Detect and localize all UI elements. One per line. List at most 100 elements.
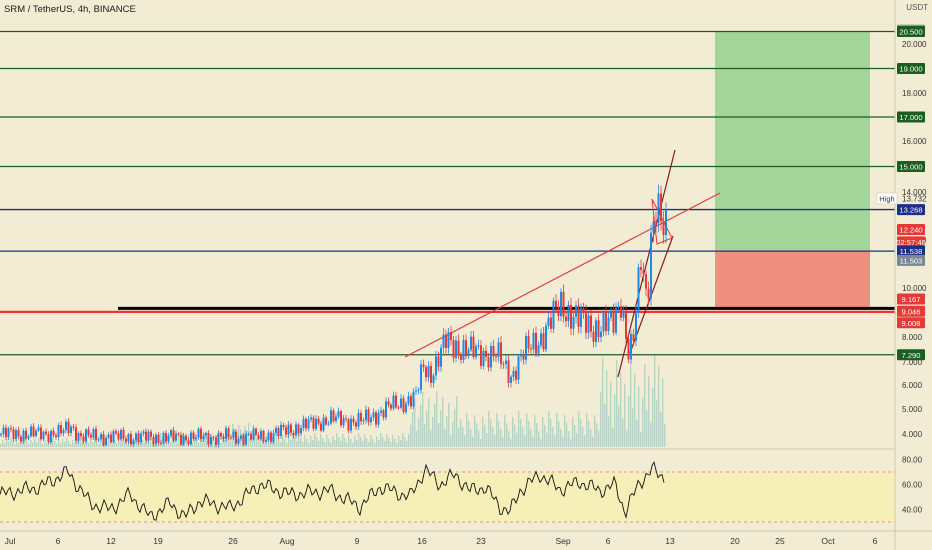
- volume-bar: [202, 440, 204, 447]
- price-tag-text: 17.000: [899, 113, 922, 122]
- candle-body: [97, 439, 100, 441]
- candle: [647, 281, 650, 306]
- price-tick-label: 20.000: [902, 40, 927, 49]
- time-tick-label: 6: [606, 536, 611, 546]
- volume-bar: [214, 442, 216, 447]
- candle-body: [50, 430, 52, 443]
- symbol-title[interactable]: SRM / TetherUS, 4h, BINANCE: [4, 4, 136, 15]
- volume-bar: [360, 437, 362, 447]
- candle-body: [592, 331, 595, 342]
- candle-body: [630, 334, 632, 360]
- candle: [290, 422, 292, 437]
- volume-bar: [146, 439, 148, 447]
- rsi-tick-label: 40.00: [902, 506, 923, 515]
- candle-body: [337, 411, 340, 417]
- candle: [367, 407, 370, 426]
- volume-bar: [110, 441, 112, 447]
- time-tick-label: 9: [355, 536, 360, 546]
- volume-bar: [648, 376, 650, 447]
- candle-body: [310, 417, 312, 420]
- price-tag-box: [897, 26, 925, 37]
- volume-bar: [630, 362, 632, 447]
- volume-bar: [534, 415, 536, 447]
- candle-body: [180, 434, 182, 445]
- candle-body: [507, 360, 510, 383]
- volume-bar: [628, 396, 630, 447]
- volume-bar: [340, 441, 342, 447]
- candle-body: [490, 345, 492, 368]
- candle: [80, 430, 82, 440]
- candle-body: [387, 401, 390, 405]
- candle-body: [562, 291, 565, 317]
- candle: [337, 407, 340, 420]
- candle: [15, 428, 17, 442]
- candle: [217, 430, 220, 448]
- candle-body: [377, 412, 380, 425]
- horizontal-levels[interactable]: [0, 30, 895, 356]
- volume-bar: [432, 417, 434, 447]
- candle-body: [127, 433, 130, 442]
- candle-body: [330, 410, 332, 424]
- price-tag: 13.268: [897, 204, 925, 216]
- candle-body: [20, 436, 22, 442]
- rsi-indicator: [0, 460, 895, 523]
- candle-body: [512, 370, 515, 377]
- volume-bar: [26, 441, 28, 447]
- stop-zone[interactable]: [715, 251, 870, 307]
- volume-bar: [186, 441, 188, 447]
- volume-bar: [80, 438, 82, 447]
- volume-bar: [14, 444, 16, 447]
- volume-bar: [576, 433, 578, 447]
- volume-bar: [316, 437, 318, 447]
- candle: [180, 431, 182, 446]
- volume-bar: [654, 354, 656, 447]
- price-tag-box: [897, 293, 925, 305]
- candle: [467, 347, 470, 359]
- time-tick-label: 19: [153, 536, 163, 546]
- target-zone[interactable]: [715, 32, 870, 251]
- candle-body: [447, 332, 450, 349]
- candle: [295, 421, 297, 439]
- volume-bar: [252, 441, 254, 447]
- candle-body: [200, 428, 202, 440]
- volume-bar: [436, 391, 438, 447]
- price-tag-box: [897, 245, 925, 257]
- candle-body: [137, 433, 140, 443]
- time-axis[interactable]: Jul 6 12 19 26 Aug 9 16 23 Sep 6 13 20 25 Oct 6: [5, 536, 878, 546]
- volume-bar: [0, 444, 2, 447]
- volume-bar: [164, 441, 166, 447]
- candle-body: [570, 304, 572, 329]
- candle-body: [195, 437, 197, 440]
- candle: [612, 303, 615, 336]
- volume-bar: [234, 428, 236, 447]
- candle: [305, 417, 307, 432]
- candle: [577, 298, 580, 334]
- volume-bar: [438, 423, 440, 447]
- candle-body: [250, 433, 252, 440]
- candle: [395, 392, 397, 410]
- candle: [322, 413, 325, 433]
- candle-body: [15, 430, 17, 440]
- candle: [167, 432, 170, 444]
- volume-bar: [220, 443, 222, 447]
- volume-bar: [560, 429, 562, 447]
- price-tag: 20.500: [897, 26, 925, 37]
- volume-bar: [430, 430, 432, 447]
- candle: [20, 434, 22, 444]
- candle-body: [222, 436, 225, 439]
- volume-bar: [570, 439, 572, 447]
- volume-bar: [572, 417, 574, 447]
- volume-bar: [470, 429, 472, 447]
- volume-bar: [354, 436, 356, 447]
- candle: [537, 341, 540, 357]
- candle-body: [467, 349, 470, 357]
- candle-body: [7, 428, 10, 438]
- candle: [315, 415, 317, 431]
- price-tag: 12.240: [897, 223, 925, 235]
- volume-bar: [312, 440, 314, 447]
- candle-body: [32, 426, 35, 437]
- volume-bar: [90, 439, 92, 447]
- candle-body: [307, 419, 310, 429]
- volume-bar: [412, 412, 414, 447]
